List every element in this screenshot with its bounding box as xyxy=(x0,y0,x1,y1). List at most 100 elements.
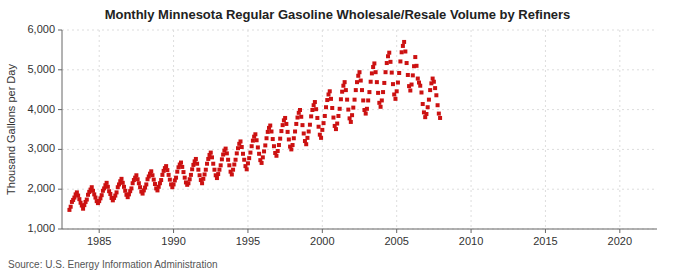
point xyxy=(150,173,154,177)
y-tick xyxy=(58,69,62,70)
point xyxy=(206,157,210,161)
point xyxy=(393,97,397,101)
point xyxy=(232,163,236,167)
point xyxy=(181,170,185,174)
x-ticks: 19851990199520002005201020152020 xyxy=(87,229,632,247)
point xyxy=(195,162,199,166)
point xyxy=(250,144,254,148)
point xyxy=(358,70,362,74)
point xyxy=(160,173,164,177)
point xyxy=(428,88,432,92)
point xyxy=(122,185,126,189)
point xyxy=(183,176,187,180)
point xyxy=(323,114,327,118)
point xyxy=(85,198,89,202)
point xyxy=(138,185,142,189)
point xyxy=(279,129,283,133)
point xyxy=(255,138,259,142)
point xyxy=(396,81,400,85)
point xyxy=(406,73,410,77)
point xyxy=(236,146,240,150)
point xyxy=(251,139,255,143)
point xyxy=(401,44,405,48)
point xyxy=(159,178,163,182)
point xyxy=(240,145,244,149)
point xyxy=(390,71,394,75)
point xyxy=(221,153,225,157)
x-tick xyxy=(322,229,323,233)
point xyxy=(400,50,404,54)
point xyxy=(437,112,441,116)
point xyxy=(239,139,243,143)
point xyxy=(385,61,389,65)
point xyxy=(265,136,269,140)
point xyxy=(433,86,437,90)
point xyxy=(338,107,342,111)
grid-line-x xyxy=(545,30,546,229)
point xyxy=(266,130,270,134)
point xyxy=(310,108,314,112)
point xyxy=(253,132,257,136)
grid-line-y xyxy=(62,69,657,70)
point xyxy=(356,74,360,78)
point xyxy=(227,163,231,167)
point xyxy=(105,181,109,185)
point xyxy=(90,185,94,189)
point xyxy=(294,122,298,126)
point xyxy=(302,131,306,135)
point xyxy=(256,145,260,149)
point xyxy=(235,151,239,155)
y-tick xyxy=(58,30,62,31)
point xyxy=(248,151,252,155)
point xyxy=(242,158,246,162)
point xyxy=(364,112,368,116)
point xyxy=(324,105,328,109)
point xyxy=(391,82,395,86)
point xyxy=(241,152,245,156)
point xyxy=(388,60,392,64)
point xyxy=(354,88,358,92)
point xyxy=(260,161,264,165)
point xyxy=(269,129,273,133)
point xyxy=(376,91,380,95)
point xyxy=(426,105,430,109)
point xyxy=(361,98,365,102)
point xyxy=(424,112,428,116)
x-tick xyxy=(173,229,174,233)
point xyxy=(211,162,215,166)
y-tick-label: 3,000 xyxy=(27,142,55,154)
point xyxy=(220,157,224,161)
point xyxy=(395,89,399,93)
point xyxy=(76,194,80,198)
point xyxy=(418,84,422,88)
point xyxy=(215,176,219,180)
point xyxy=(180,165,184,169)
point xyxy=(277,143,281,147)
point xyxy=(344,88,348,92)
point xyxy=(291,143,295,147)
grid-line-x xyxy=(247,30,248,229)
x-tick-label: 1985 xyxy=(87,235,111,247)
point xyxy=(438,116,442,120)
point xyxy=(121,181,125,185)
point xyxy=(91,189,95,193)
x-tick xyxy=(471,229,472,233)
point xyxy=(231,168,235,172)
point xyxy=(370,71,374,75)
y-tick-label: 1,000 xyxy=(27,222,55,234)
point xyxy=(186,181,190,185)
point xyxy=(349,120,353,124)
y-axis-line xyxy=(62,30,63,229)
point xyxy=(359,79,363,83)
point xyxy=(271,137,275,141)
point xyxy=(432,80,436,84)
point xyxy=(281,123,285,127)
point xyxy=(286,130,290,134)
point xyxy=(292,136,296,140)
point xyxy=(319,136,323,140)
y-tick-label: 2,000 xyxy=(27,182,55,194)
point xyxy=(317,125,321,129)
point xyxy=(307,129,311,133)
point xyxy=(345,98,349,102)
point xyxy=(330,106,334,110)
